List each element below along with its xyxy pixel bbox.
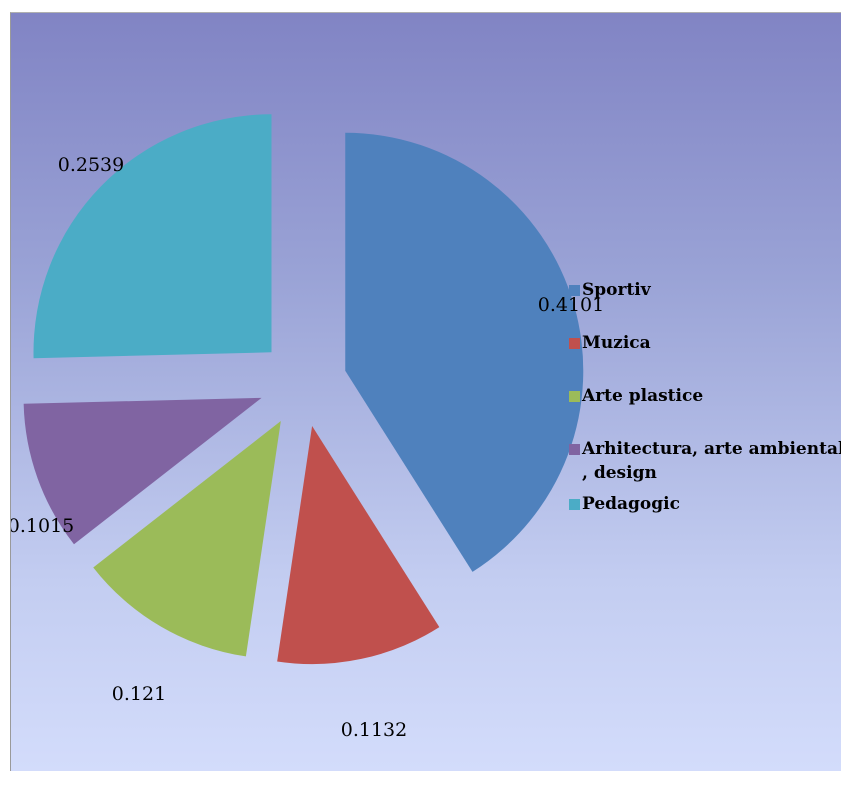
legend-label-2: Muzica: [582, 333, 651, 353]
legend-label-5: Pedagogic: [582, 494, 680, 514]
legend-swatch-3: [569, 391, 580, 402]
pie-slice-2: [277, 426, 440, 665]
data-label-5: 0.2539: [58, 154, 124, 176]
pie-slice-3: [93, 421, 281, 657]
chart-area: 0.4101 0.1132 0.121 0.1015 0.2539 Sportiv Muz…: [10, 12, 841, 771]
legend: Sportiv Muzica Arte plastice Arhitectura, a…: [569, 280, 841, 514]
data-label-2: 0.1132: [341, 719, 407, 741]
data-label-4: 0.1015: [11, 515, 74, 537]
legend-label-4: Arhitectura, arte ambientale: [581, 439, 841, 459]
pie-slice-1: [345, 132, 584, 572]
pie-slices: [23, 114, 584, 665]
legend-label-3: Arte plastice: [581, 386, 703, 406]
pie-slice-5: [33, 114, 272, 359]
legend-swatch-4: [569, 444, 580, 455]
legend-swatch-5: [569, 499, 580, 510]
legend-swatch-2: [569, 338, 580, 349]
legend-label-4-line-2: , design: [582, 463, 657, 483]
legend-label-1: Sportiv: [582, 280, 652, 300]
data-label-1: 0.4101: [538, 294, 604, 316]
pie-slice-4: [23, 397, 262, 545]
pie-chart: 0.4101 0.1132 0.121 0.1015 0.2539 Sportiv Muz…: [11, 114, 841, 741]
data-labels: 0.4101 0.1132 0.121 0.1015 0.2539: [11, 154, 604, 741]
legend-swatch-1: [569, 285, 580, 296]
data-label-3: 0.121: [112, 683, 166, 705]
